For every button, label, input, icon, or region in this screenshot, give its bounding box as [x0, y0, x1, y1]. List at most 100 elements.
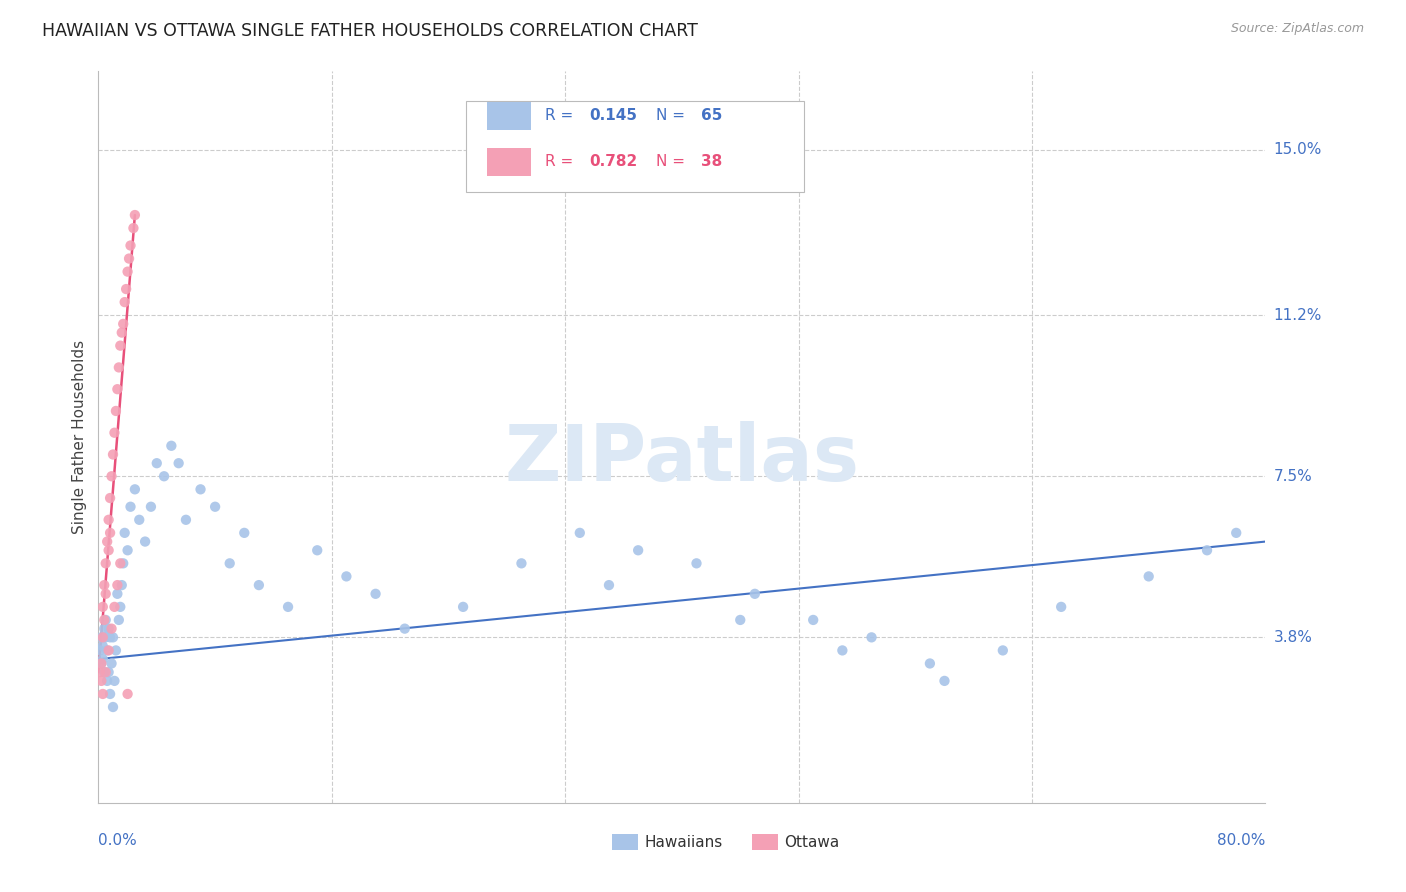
Point — [105, 382, 128, 396]
Point — [101, 448, 124, 462]
Point — [114, 295, 136, 310]
Point — [247, 578, 270, 592]
Point — [160, 439, 183, 453]
Point — [97, 665, 120, 680]
Text: 7.5%: 7.5% — [1274, 469, 1312, 483]
Point — [112, 317, 135, 331]
Bar — [612, 834, 637, 850]
Point — [97, 543, 120, 558]
Point — [134, 534, 156, 549]
Point — [114, 525, 136, 540]
Point — [104, 404, 127, 418]
Point — [801, 613, 824, 627]
Point — [94, 613, 117, 627]
Point — [103, 599, 125, 614]
Point — [218, 557, 240, 571]
Point — [117, 687, 139, 701]
Text: Hawaiians: Hawaiians — [644, 835, 723, 850]
Point — [91, 687, 114, 701]
Point — [90, 673, 112, 688]
Point — [120, 238, 142, 252]
Point — [451, 599, 474, 614]
Text: 0.782: 0.782 — [589, 154, 638, 169]
Point — [118, 252, 141, 266]
Point — [101, 700, 124, 714]
Point — [90, 657, 112, 671]
Point — [918, 657, 941, 671]
Point — [108, 360, 131, 375]
Point — [122, 221, 145, 235]
Text: 38: 38 — [700, 154, 721, 169]
Point — [89, 665, 111, 680]
Point — [110, 557, 132, 571]
Point — [117, 265, 139, 279]
Point — [93, 578, 115, 592]
Point — [627, 543, 650, 558]
Text: 65: 65 — [700, 109, 721, 123]
Point — [128, 513, 150, 527]
Text: 11.2%: 11.2% — [1274, 308, 1322, 323]
Text: Source: ZipAtlas.com: Source: ZipAtlas.com — [1230, 22, 1364, 36]
Point — [98, 687, 121, 701]
Point — [991, 643, 1014, 657]
Text: N =: N = — [657, 154, 690, 169]
Text: 80.0%: 80.0% — [1218, 833, 1265, 848]
Point — [860, 631, 883, 645]
Point — [115, 282, 138, 296]
Text: ZIPatlas: ZIPatlas — [505, 421, 859, 497]
Text: R =: R = — [546, 109, 578, 123]
Point — [174, 513, 197, 527]
Text: Ottawa: Ottawa — [785, 835, 839, 850]
Point — [90, 631, 112, 645]
Bar — [486, 148, 531, 176]
Point — [1050, 599, 1073, 614]
Point — [1195, 543, 1218, 558]
Point — [111, 326, 134, 340]
Point — [90, 657, 112, 671]
Point — [94, 631, 117, 645]
Point — [91, 631, 114, 645]
Point — [124, 208, 146, 222]
Point — [105, 587, 128, 601]
Point — [98, 491, 121, 505]
Point — [730, 613, 752, 627]
Point — [190, 483, 212, 497]
Point — [934, 673, 956, 688]
Point — [91, 639, 114, 653]
Point — [97, 622, 120, 636]
Point — [1137, 569, 1160, 583]
Point — [96, 643, 118, 657]
Text: 0.145: 0.145 — [589, 109, 638, 123]
Point — [97, 643, 120, 657]
Point — [112, 557, 135, 571]
Point — [1225, 525, 1247, 540]
Point — [100, 657, 122, 671]
Point — [110, 599, 132, 614]
Point — [91, 599, 114, 614]
Point — [94, 557, 117, 571]
Point — [120, 500, 142, 514]
Point — [97, 513, 120, 527]
Y-axis label: Single Father Households: Single Father Households — [72, 340, 87, 534]
Point — [307, 543, 329, 558]
Point — [744, 587, 766, 601]
Text: 0.0%: 0.0% — [98, 833, 138, 848]
Point — [100, 469, 122, 483]
Point — [124, 483, 146, 497]
Point — [100, 622, 122, 636]
Point — [105, 578, 128, 592]
Point — [91, 652, 114, 666]
Point — [94, 665, 117, 680]
Point — [98, 631, 121, 645]
Point — [103, 673, 125, 688]
Point — [96, 534, 118, 549]
Text: R =: R = — [546, 154, 578, 169]
Point — [103, 425, 125, 440]
Point — [117, 543, 139, 558]
Text: HAWAIIAN VS OTTAWA SINGLE FATHER HOUSEHOLDS CORRELATION CHART: HAWAIIAN VS OTTAWA SINGLE FATHER HOUSEHO… — [42, 22, 697, 40]
Point — [93, 665, 115, 680]
Point — [277, 599, 299, 614]
Point — [93, 622, 115, 636]
Bar — [486, 102, 531, 130]
Point — [598, 578, 620, 592]
